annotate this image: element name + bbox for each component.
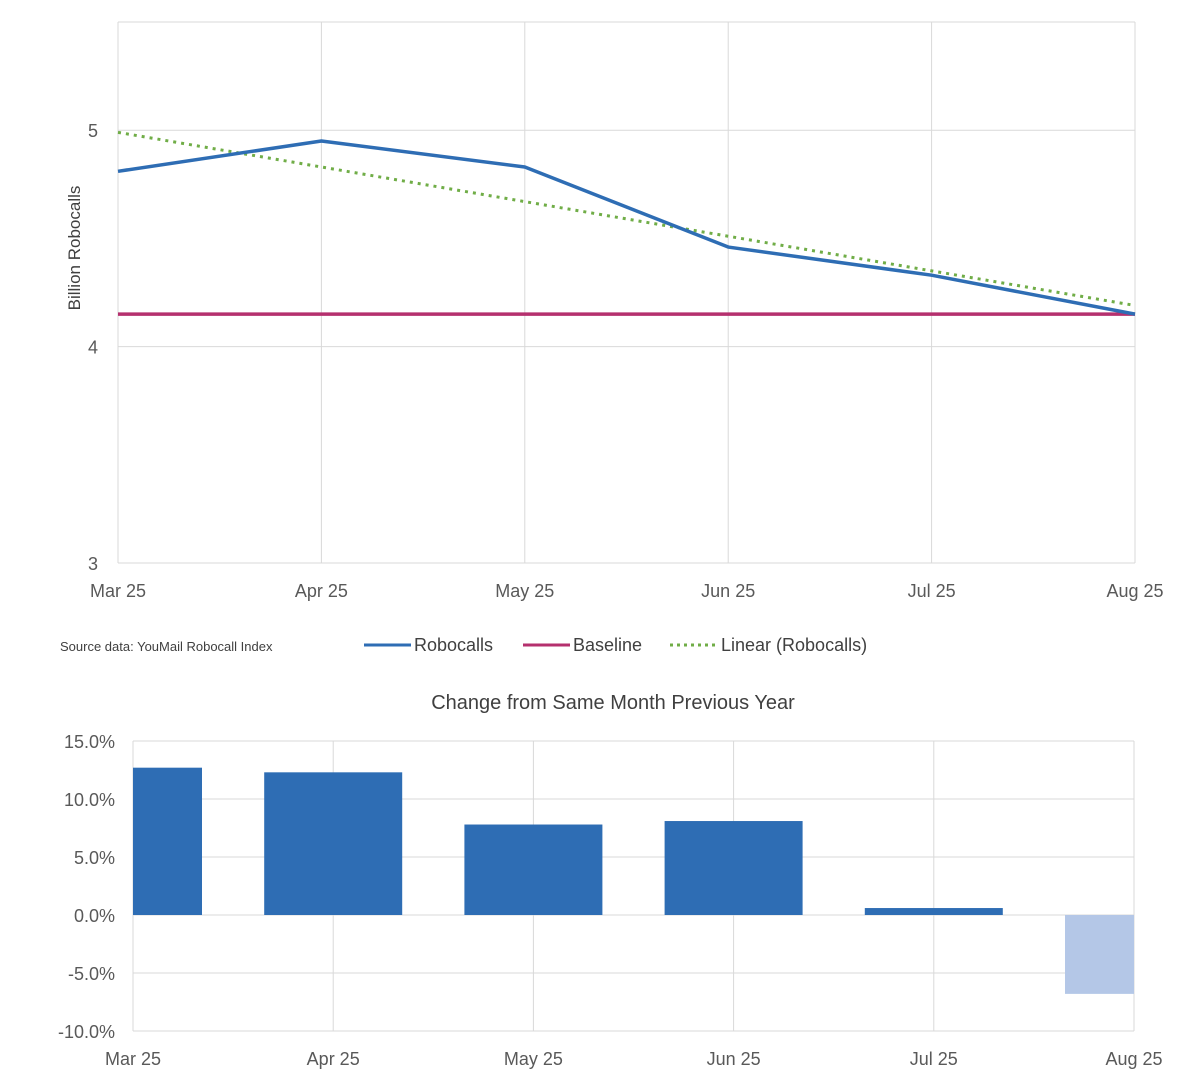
line-chart-x-ticks: Mar 25 Apr 25 May 25 Jun 25 Jul 25 Aug 25 xyxy=(90,581,1164,601)
bar-y-tick-label-0-0: 0.0% xyxy=(74,906,115,926)
bar-mar-25 xyxy=(133,767,202,915)
bar-aug-25 xyxy=(1065,915,1134,994)
x-tick-label-apr-25: Apr 25 xyxy=(295,581,348,601)
y-tick-label-3: 3 xyxy=(88,554,98,574)
x-tick-label-jul-25: Jul 25 xyxy=(908,581,956,601)
line-chart-gridlines xyxy=(117,21,1136,564)
bar-chart-x-ticks: Mar 25 Apr 25 May 25 Jun 25 Jul 25 Aug 25 xyxy=(105,1049,1163,1069)
bar-x-tick-label-mar-25: Mar 25 xyxy=(105,1049,161,1069)
bar-jun-25 xyxy=(664,821,803,915)
bar-x-tick-label-jul-25: Jul 25 xyxy=(910,1049,958,1069)
x-tick-label-aug-25: Aug 25 xyxy=(1106,581,1163,601)
line-chart-y-ticks: 3 4 5 xyxy=(88,121,98,574)
bar-chart-y-ticks: -10.0% -5.0% 0.0% 5.0% 10.0% 15.0% xyxy=(58,732,115,1042)
line-chart-series xyxy=(117,130,1136,316)
bar-y-tick-label-10-0: 10.0% xyxy=(64,790,115,810)
legend-label-baseline: Baseline xyxy=(573,635,642,655)
bar-apr-25 xyxy=(264,772,403,915)
y-tick-label-5: 5 xyxy=(88,121,98,141)
legend-label-robocalls: Robocalls xyxy=(414,635,493,655)
source-note: Source data: YouMail Robocall Index xyxy=(60,639,273,654)
bar-may-25 xyxy=(464,824,603,915)
bar-y-tick-label-15-0: 15.0% xyxy=(64,732,115,752)
y-axis-label: Billion Robocalls xyxy=(65,186,84,311)
legend-label-linear: Linear (Robocalls) xyxy=(721,635,867,655)
y-tick-label-4: 4 xyxy=(88,338,98,358)
x-tick-label-jun-25: Jun 25 xyxy=(701,581,755,601)
bar-y-tick-label-5-0: -5.0% xyxy=(68,964,115,984)
series-line-linear-robocalls xyxy=(117,130,1136,307)
bar-jul-25 xyxy=(864,908,1003,915)
bar-chart-bars xyxy=(133,767,1134,994)
series-line-robocalls xyxy=(117,139,1136,316)
x-tick-label-mar-25: Mar 25 xyxy=(90,581,146,601)
legend: Robocalls Baseline Linear (Robocalls) xyxy=(364,635,867,655)
bar-x-tick-label-jun-25: Jun 25 xyxy=(707,1049,761,1069)
bar-x-tick-label-apr-25: Apr 25 xyxy=(307,1049,360,1069)
bar-x-tick-label-aug-25: Aug 25 xyxy=(1105,1049,1162,1069)
bar-y-tick-label-5-0: 5.0% xyxy=(74,848,115,868)
bar-x-tick-label-may-25: May 25 xyxy=(504,1049,563,1069)
bar-y-tick-label-10-0: -10.0% xyxy=(58,1022,115,1042)
x-tick-label-may-25: May 25 xyxy=(495,581,554,601)
bar-chart-title: Change from Same Month Previous Year xyxy=(431,692,795,714)
